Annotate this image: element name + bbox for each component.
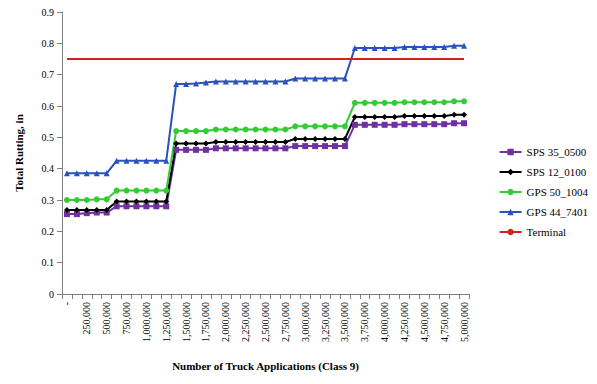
svg-text:0.2: 0.2	[42, 226, 55, 237]
svg-text:2,000,000: 2,000,000	[220, 302, 231, 342]
svg-text:3,250,000: 3,250,000	[320, 302, 331, 342]
svg-text:5,000,000: 5,000,000	[459, 302, 470, 342]
svg-text:500,000: 500,000	[101, 302, 112, 335]
svg-text:0: 0	[49, 289, 54, 300]
svg-text:Total Rutting, in: Total Rutting, in	[13, 114, 25, 192]
svg-text:-: -	[61, 302, 72, 305]
svg-text:0.1: 0.1	[42, 257, 55, 268]
svg-text:4,500,000: 4,500,000	[419, 302, 430, 342]
svg-text:0.4: 0.4	[42, 163, 55, 174]
svg-text:0.6: 0.6	[42, 101, 55, 112]
svg-text:0.9: 0.9	[42, 7, 55, 18]
svg-text:1,000,000: 1,000,000	[141, 302, 152, 342]
svg-text:1,500,000: 1,500,000	[181, 302, 192, 342]
svg-text:2,500,000: 2,500,000	[260, 302, 271, 342]
svg-text:Terminal: Terminal	[527, 226, 567, 238]
svg-text:3,750,000: 3,750,000	[359, 302, 370, 342]
svg-text:4,000,000: 4,000,000	[379, 302, 390, 342]
svg-text:2,750,000: 2,750,000	[280, 302, 291, 342]
svg-text:0.8: 0.8	[42, 38, 55, 49]
svg-text:4,750,000: 4,750,000	[439, 302, 450, 342]
svg-text:SPS 35_0500: SPS 35_0500	[527, 146, 587, 158]
svg-text:0.7: 0.7	[42, 69, 55, 80]
svg-text:0.5: 0.5	[42, 132, 55, 143]
svg-text:3,000,000: 3,000,000	[300, 302, 311, 342]
svg-text:2,250,000: 2,250,000	[240, 302, 251, 342]
svg-text:1,250,000: 1,250,000	[161, 302, 172, 342]
svg-text:GPS 44_7401: GPS 44_7401	[527, 206, 588, 218]
svg-text:GPS 50_1004: GPS 50_1004	[527, 186, 589, 198]
svg-text:SPS 12_0100: SPS 12_0100	[527, 166, 587, 178]
svg-text:0.3: 0.3	[42, 195, 55, 206]
svg-text:4,250,000: 4,250,000	[399, 302, 410, 342]
svg-text:750,000: 750,000	[121, 302, 132, 335]
svg-text:Number of Truck Applications (: Number of Truck Applications (Class 9)	[172, 360, 359, 373]
svg-text:250,000: 250,000	[81, 302, 92, 335]
svg-text:1,750,000: 1,750,000	[200, 302, 211, 342]
svg-text:3,500,000: 3,500,000	[339, 302, 350, 342]
